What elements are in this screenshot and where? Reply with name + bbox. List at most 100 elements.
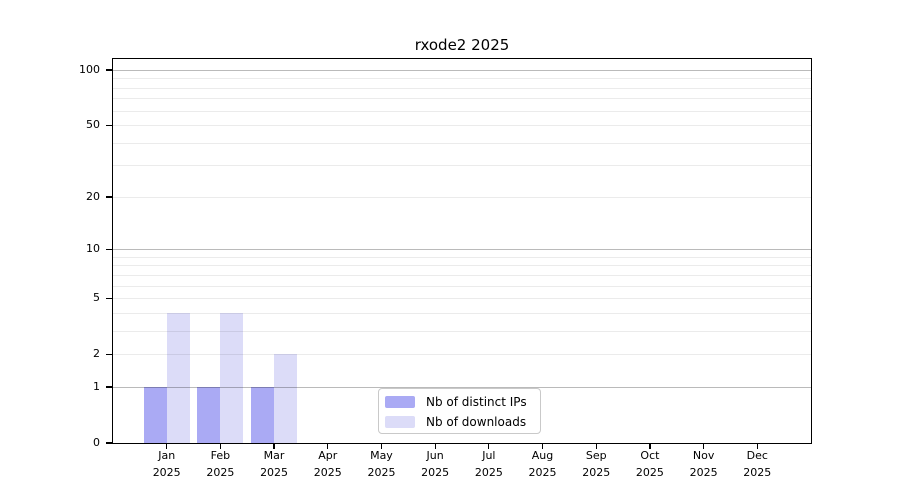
- x-tick-label: Jan 2025: [137, 448, 197, 481]
- gridline-major: [113, 70, 811, 72]
- month-label: Feb: [210, 449, 231, 462]
- gridline-minor: [113, 256, 811, 258]
- y-tick-label: 5: [93, 291, 100, 305]
- bar-downloads: [274, 354, 298, 443]
- y-tick-label: 100: [79, 63, 100, 76]
- gridline-minor: [113, 110, 811, 112]
- month-label: May: [370, 449, 393, 462]
- y-tick-mark: [106, 196, 113, 198]
- legend-item-downloads: Nb of downloads: [385, 412, 540, 432]
- gridline-minor: [113, 98, 811, 100]
- gridline-minor: [113, 274, 811, 276]
- x-tick-mark: [434, 443, 436, 449]
- plot-layers: [113, 59, 811, 443]
- x-tick-mark: [702, 443, 705, 449]
- year-label: 2025: [689, 465, 718, 479]
- gridline-minor: [113, 354, 811, 356]
- month-label: Nov: [692, 449, 715, 462]
- month-label: Sep: [585, 449, 607, 462]
- y-tick-label: 10: [86, 242, 100, 256]
- legend-label-distinct-ips: Nb of distinct IPs: [426, 395, 527, 409]
- y-tick-label: 1: [93, 379, 100, 393]
- gridline-minor: [113, 298, 811, 300]
- year-label: 2025: [313, 465, 342, 479]
- x-tick-mark: [273, 443, 275, 449]
- month-label: Apr: [318, 449, 338, 462]
- x-tick-label: Feb 2025: [190, 448, 250, 481]
- legend-swatch-distinct-ips: [385, 396, 415, 408]
- gridline-minor: [113, 265, 811, 267]
- month-label: Jan: [158, 449, 176, 462]
- y-tick-label: 0: [93, 436, 100, 449]
- gridline-minor: [113, 87, 811, 89]
- x-tick-label: Oct 2025: [620, 448, 680, 481]
- y-tick-mark: [106, 69, 113, 71]
- x-tick-mark: [327, 443, 329, 449]
- x-tick-mark: [541, 443, 544, 449]
- x-tick-mark: [649, 443, 651, 449]
- year-label: 2025: [367, 465, 396, 479]
- gridline-minor: [113, 330, 811, 332]
- gridline-major: [113, 249, 811, 251]
- x-tick-label: Aug 2025: [513, 448, 573, 481]
- month-label: Dec: [746, 449, 768, 462]
- year-label: 2025: [528, 465, 557, 479]
- x-tick-label: Dec 2025: [727, 448, 787, 481]
- gridline-major: [113, 386, 811, 389]
- plot-area: [112, 58, 812, 444]
- gridline-minor: [113, 125, 811, 127]
- x-tick-label: Apr 2025: [298, 448, 358, 481]
- year-label: 2025: [206, 465, 235, 479]
- bar-downloads: [166, 312, 190, 443]
- year-label: 2025: [421, 465, 450, 479]
- gridline-minor: [113, 78, 811, 80]
- gridline-minor: [113, 142, 811, 144]
- year-label: 2025: [260, 465, 289, 479]
- y-tick-mark: [106, 297, 113, 299]
- bar-distinct-ips: [143, 386, 167, 443]
- x-tick-mark: [595, 443, 597, 449]
- x-tick-mark: [380, 443, 383, 449]
- year-label: 2025: [743, 465, 772, 479]
- x-tick-mark: [219, 443, 222, 449]
- legend: Nb of distinct IPs Nb of downloads: [378, 388, 541, 434]
- gridline-minor: [113, 165, 811, 167]
- x-tick-label: Nov 2025: [674, 448, 734, 481]
- legend-swatch-downloads: [385, 416, 415, 428]
- y-tick-mark: [106, 248, 113, 250]
- x-tick-mark: [756, 443, 758, 449]
- gridline-minor: [113, 285, 811, 287]
- month-label: Aug: [531, 449, 554, 462]
- y-tick-label: 50: [86, 118, 100, 132]
- y-tick-mark: [106, 124, 113, 126]
- legend-label-downloads: Nb of downloads: [426, 415, 527, 429]
- year-label: 2025: [474, 465, 503, 479]
- legend-item-distinct-ips: Nb of distinct IPs: [385, 392, 540, 412]
- x-tick-label: Mar 2025: [244, 448, 304, 481]
- y-tick-mark: [106, 386, 113, 388]
- y-tick-mark: [106, 353, 113, 355]
- year-label: 2025: [152, 465, 181, 479]
- chart-title: rxode2 2025: [414, 36, 510, 54]
- x-tick-mark: [488, 443, 490, 449]
- month-label: Mar: [263, 449, 285, 462]
- year-label: 2025: [635, 465, 664, 479]
- month-label: Jun: [426, 449, 444, 462]
- month-label: Oct: [640, 449, 660, 462]
- x-tick-label: Jul 2025: [459, 448, 519, 481]
- year-label: 2025: [582, 465, 611, 479]
- x-tick-label: May 2025: [351, 448, 411, 481]
- bar-downloads: [220, 312, 244, 443]
- y-tick-label: 2: [93, 347, 100, 361]
- x-tick-label: Sep 2025: [566, 448, 626, 481]
- y-tick-label: 20: [86, 189, 100, 203]
- gridline-minor: [113, 196, 811, 198]
- y-tick-mark: [106, 442, 113, 444]
- x-tick-mark: [166, 443, 168, 449]
- gridline-minor: [113, 312, 811, 314]
- bar-distinct-ips: [251, 386, 275, 443]
- x-tick-label: Jun 2025: [405, 448, 465, 481]
- bar-distinct-ips: [197, 386, 221, 443]
- month-label: Jul: [482, 449, 496, 462]
